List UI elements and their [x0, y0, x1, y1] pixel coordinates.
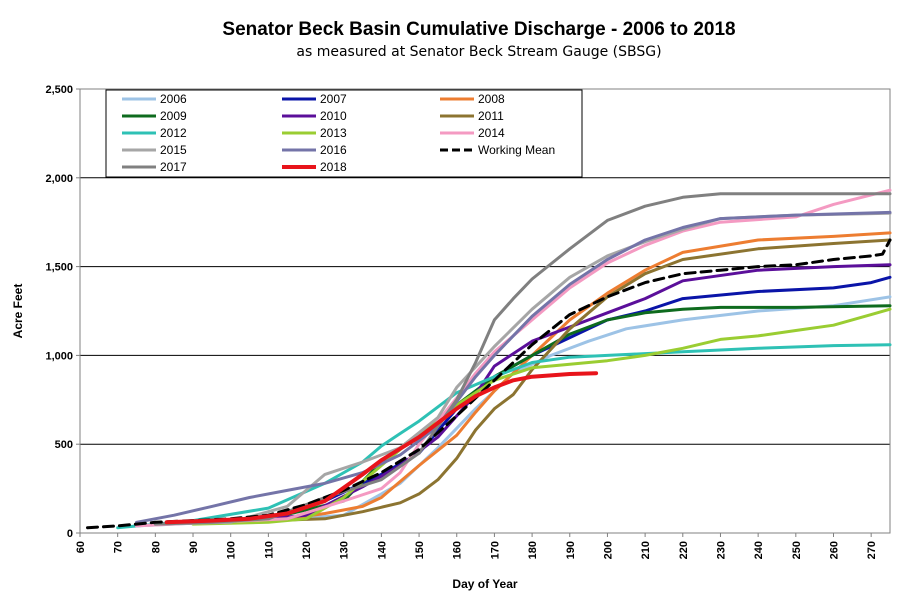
legend-label: 2015: [160, 143, 187, 157]
series-line-2011: [191, 238, 892, 524]
x-tick-label: 200: [602, 541, 614, 559]
x-tick-label: 120: [301, 541, 313, 559]
x-tick-label: 220: [678, 541, 690, 559]
legend-label: 2017: [160, 160, 187, 174]
legend-label: 2014: [478, 126, 505, 140]
x-tick-label: 160: [452, 541, 464, 559]
series-line-2017: [153, 192, 892, 526]
y-tick-label: 1,500: [45, 262, 73, 274]
series-line-2008: [172, 231, 892, 524]
plot-area: [79, 88, 891, 534]
series-line-2016: [135, 210, 892, 524]
y-axis-title: Acre Feet: [11, 284, 25, 339]
chart-subtitle: as measured at Senator Beck Stream Gauge…: [296, 44, 662, 60]
x-tick-label: 90: [188, 541, 200, 553]
x-tick-label: 240: [753, 541, 765, 559]
legend-label: 2008: [478, 92, 505, 106]
legend-label: 2009: [160, 109, 187, 123]
legend-label: 2018: [320, 160, 347, 174]
legend-label: 2016: [320, 143, 347, 157]
x-axis-title: Day of Year: [452, 577, 517, 591]
x-tick-label: 180: [527, 541, 539, 559]
x-tick-label: 210: [640, 541, 652, 559]
y-tick-label: 1,000: [45, 350, 73, 362]
y-tick-label: 2,000: [45, 173, 73, 185]
x-tick-label: 60: [75, 541, 87, 553]
x-tick-label: 170: [489, 541, 501, 559]
x-tick-label: 260: [828, 541, 840, 559]
x-tick-label: 270: [866, 541, 878, 559]
y-axis-ticks: 0 500 1,000 1,500 2,000 2,500: [45, 84, 80, 540]
series-line-2013: [191, 307, 892, 526]
x-tick-label: 110: [263, 541, 275, 559]
legend-label: 2007: [320, 92, 347, 106]
x-tick-label: 100: [226, 541, 238, 559]
series-line-2018: [164, 371, 599, 525]
x-tick-label: 70: [113, 541, 125, 553]
legend: 2006 2007 2008 2009 2010 2011 2012 2013 2014 2015…: [105, 89, 583, 178]
series-line-2006: [135, 295, 892, 528]
x-tick-label: 140: [376, 541, 388, 559]
legend-label: 2010: [320, 109, 347, 123]
x-tick-label: 250: [791, 541, 803, 559]
x-tick-label: 190: [565, 541, 577, 559]
legend-label: Working Mean: [478, 143, 555, 157]
x-tick-label: 150: [414, 541, 426, 559]
series-lines: [86, 188, 892, 530]
y-tick-label: 2,500: [45, 84, 73, 96]
x-tick-label: 80: [150, 541, 162, 553]
series-line-2007: [153, 275, 892, 526]
legend-label: 2012: [160, 126, 187, 140]
legend-label: 2011: [478, 109, 504, 123]
series-line-2010: [153, 263, 892, 526]
legend-box: [105, 89, 583, 178]
x-tick-label: 130: [339, 541, 351, 559]
x-tick-label: 230: [715, 541, 727, 559]
y-tick-label: 0: [67, 528, 73, 540]
legend-label: 2013: [320, 126, 347, 140]
series-line-working-mean: [86, 238, 892, 530]
y-tick-label: 500: [55, 439, 73, 451]
legend-label: 2006: [160, 92, 187, 106]
chart-title: Senator Beck Basin Cumulative Discharge …: [222, 19, 736, 40]
series-line-2014: [135, 188, 892, 528]
x-axis-ticks: 60 70 80 90 100 110 120 130 140 150 160 170 180 190 20…: [75, 533, 878, 559]
